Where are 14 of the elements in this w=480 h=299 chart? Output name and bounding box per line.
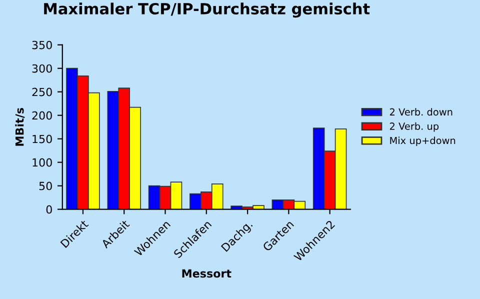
chart-title: Maximaler TCP/IP-Durchsatz gemischt [44, 2, 370, 18]
y-axis-title: MBit/s [15, 108, 25, 146]
y-tick-label: 0 [46, 205, 52, 214]
y-tick-label: 300 [32, 64, 52, 73]
legend-label: 2 Verb. down [390, 108, 452, 116]
legend-label: Mix up+down [390, 136, 456, 146]
legend-label: 2 Verb. up [390, 122, 439, 132]
y-tick-label: 50 [39, 182, 52, 190]
y-tick-label: 350 [32, 40, 52, 50]
y-tick-label: 250 [32, 88, 52, 96]
y-tick-label: 150 [32, 134, 52, 144]
y-tick-label: 200 [32, 111, 52, 120]
y-tick-label: 100 [32, 158, 52, 167]
x-axis-title: Messort [182, 269, 232, 278]
